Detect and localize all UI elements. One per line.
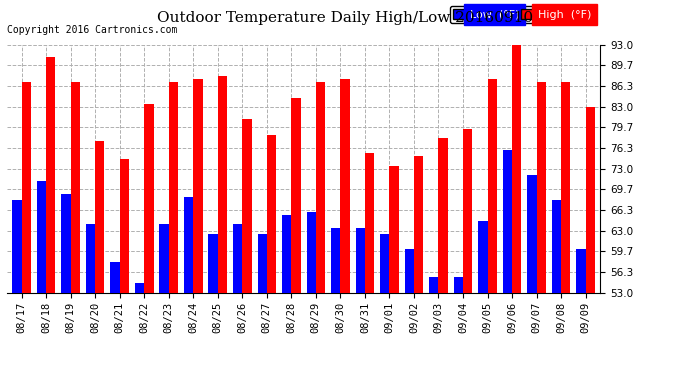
Bar: [576, 249, 586, 292]
Bar: [135, 283, 144, 292]
Bar: [110, 262, 119, 292]
Bar: [86, 225, 95, 292]
Bar: [46, 57, 55, 292]
Bar: [257, 234, 267, 292]
Bar: [537, 82, 546, 292]
Bar: [119, 159, 129, 292]
Bar: [429, 277, 438, 292]
Bar: [70, 82, 80, 292]
Bar: [552, 200, 561, 292]
Bar: [586, 107, 595, 292]
Bar: [95, 141, 104, 292]
Bar: [12, 200, 21, 292]
Bar: [316, 82, 325, 292]
Bar: [242, 119, 252, 292]
Bar: [169, 82, 178, 292]
Bar: [21, 82, 31, 292]
Bar: [355, 228, 365, 292]
Bar: [282, 215, 291, 292]
Bar: [306, 212, 316, 292]
Bar: [159, 225, 169, 292]
Bar: [414, 156, 423, 292]
Bar: [61, 194, 70, 292]
Bar: [208, 234, 218, 292]
Bar: [503, 150, 512, 292]
Bar: [478, 221, 488, 292]
Bar: [340, 79, 350, 292]
Text: Copyright 2016 Cartronics.com: Copyright 2016 Cartronics.com: [7, 25, 177, 35]
Bar: [193, 79, 203, 292]
Bar: [389, 166, 399, 292]
Bar: [561, 82, 571, 292]
Bar: [380, 234, 389, 292]
Bar: [463, 129, 472, 292]
Bar: [453, 277, 463, 292]
Text: Outdoor Temperature Daily High/Low 20160910: Outdoor Temperature Daily High/Low 20160…: [157, 11, 533, 25]
Bar: [233, 225, 242, 292]
Bar: [512, 45, 522, 292]
Bar: [144, 104, 154, 292]
Bar: [365, 153, 374, 292]
Bar: [218, 76, 227, 292]
Bar: [438, 138, 448, 292]
Bar: [527, 175, 537, 292]
Bar: [37, 181, 46, 292]
Bar: [404, 249, 414, 292]
Bar: [184, 196, 193, 292]
Bar: [331, 228, 340, 292]
Legend: Low  (°F), High  (°F): Low (°F), High (°F): [450, 6, 595, 23]
Bar: [267, 135, 276, 292]
Bar: [488, 79, 497, 292]
Bar: [291, 98, 301, 292]
